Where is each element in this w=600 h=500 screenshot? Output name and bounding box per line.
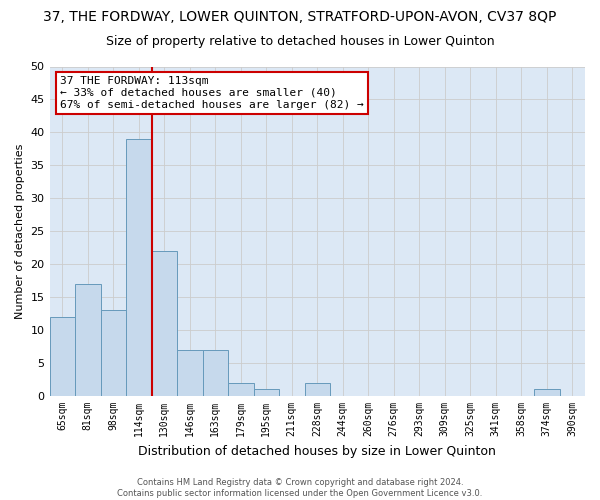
Bar bbox=[177, 350, 203, 396]
Bar bbox=[126, 139, 152, 396]
Text: 37 THE FORDWAY: 113sqm
← 33% of detached houses are smaller (40)
67% of semi-det: 37 THE FORDWAY: 113sqm ← 33% of detached… bbox=[60, 76, 364, 110]
Bar bbox=[152, 251, 177, 396]
Bar bbox=[50, 317, 75, 396]
Text: 37, THE FORDWAY, LOWER QUINTON, STRATFORD-UPON-AVON, CV37 8QP: 37, THE FORDWAY, LOWER QUINTON, STRATFOR… bbox=[43, 10, 557, 24]
Bar bbox=[75, 284, 101, 396]
Bar bbox=[101, 310, 126, 396]
Y-axis label: Number of detached properties: Number of detached properties bbox=[15, 144, 25, 319]
Text: Size of property relative to detached houses in Lower Quinton: Size of property relative to detached ho… bbox=[106, 35, 494, 48]
Bar bbox=[228, 383, 254, 396]
Text: Contains HM Land Registry data © Crown copyright and database right 2024.
Contai: Contains HM Land Registry data © Crown c… bbox=[118, 478, 482, 498]
X-axis label: Distribution of detached houses by size in Lower Quinton: Distribution of detached houses by size … bbox=[139, 444, 496, 458]
Bar bbox=[534, 390, 560, 396]
Bar bbox=[305, 383, 330, 396]
Bar bbox=[203, 350, 228, 396]
Bar bbox=[254, 390, 279, 396]
